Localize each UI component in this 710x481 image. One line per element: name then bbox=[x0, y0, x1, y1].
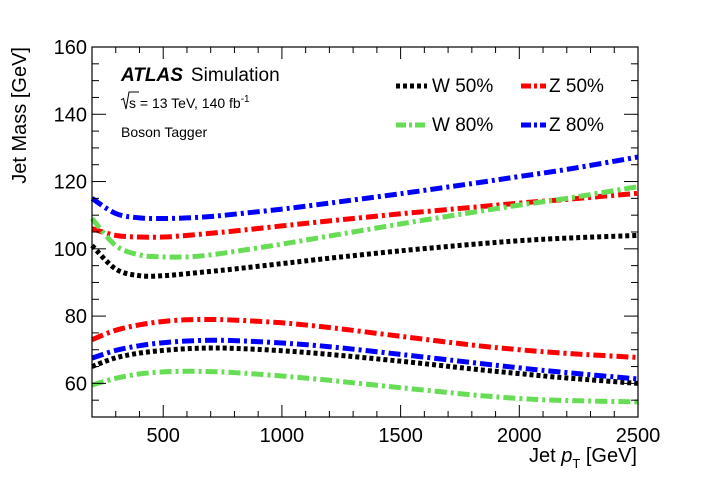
y-tick-label-80: 80 bbox=[65, 306, 87, 328]
y-tick-label-120: 120 bbox=[54, 172, 87, 194]
x-axis-title-subscript: T bbox=[572, 456, 580, 471]
series-line-w-50-upper bbox=[90, 232, 639, 279]
x-tick-label-1000: 1000 bbox=[260, 425, 305, 447]
x-tick-label-1500: 1500 bbox=[378, 425, 423, 447]
x-tick-label-2500: 2500 bbox=[616, 425, 661, 447]
y-tick-label-60: 60 bbox=[65, 373, 87, 395]
atlas-label: ATLAS Simulation bbox=[120, 65, 280, 86]
series-line-z-50-lower bbox=[91, 316, 639, 360]
y-axis-title: Jet Mass [GeV] bbox=[9, 47, 31, 184]
atlas-experiment-label: ATLAS bbox=[120, 65, 183, 86]
ticks-layer: 500 1000 1500 2000 2500 60 80 100 120 140 160 bbox=[54, 37, 661, 447]
y-tick-label-100: 100 bbox=[54, 239, 87, 261]
series-line-z-80-lower bbox=[91, 337, 639, 382]
atlas-status-label: Simulation bbox=[191, 65, 280, 86]
series-line-z-80-upper bbox=[90, 154, 639, 222]
y-tick-label-140: 140 bbox=[54, 104, 87, 126]
series-line-z-50-upper bbox=[91, 190, 639, 240]
curves-layer bbox=[90, 154, 639, 405]
series-line-w-80-lower bbox=[91, 368, 639, 405]
sqrt-symbol-icon bbox=[120, 91, 139, 110]
tagger-label: Boson Tagger bbox=[121, 124, 207, 140]
legend-label-z80: Z 80% bbox=[549, 115, 604, 136]
legend-label-w50: W 50% bbox=[432, 76, 493, 97]
x-tick-label-2000: 2000 bbox=[497, 425, 542, 447]
legend-label-z50: Z 50% bbox=[549, 76, 604, 97]
x-axis-title-unit: [GeV] bbox=[580, 445, 637, 467]
legend-label-w80: W 80% bbox=[432, 115, 493, 136]
energy-value: = 13 TeV, 140 fb bbox=[136, 95, 241, 111]
energy-label: s = 13 TeV, 140 fb-1 bbox=[120, 91, 250, 111]
energy-sqrt-arg: s bbox=[129, 95, 136, 111]
y-tick-label-160: 160 bbox=[54, 37, 87, 59]
legend: W 50% Z 50% W 80% Z 80% bbox=[396, 76, 604, 136]
energy-superscript: -1 bbox=[241, 94, 250, 105]
series-line-w-80-upper bbox=[90, 184, 639, 260]
x-axis-title-symbol: p bbox=[560, 445, 572, 467]
x-axis-title-main: Jet bbox=[529, 445, 561, 467]
series-line-w-50-lower bbox=[91, 345, 639, 386]
x-axis-title: Jet pT [GeV] bbox=[529, 445, 637, 471]
energy-text: s = 13 TeV, 140 fb-1 bbox=[129, 94, 250, 111]
x-tick-label-500: 500 bbox=[147, 425, 180, 447]
